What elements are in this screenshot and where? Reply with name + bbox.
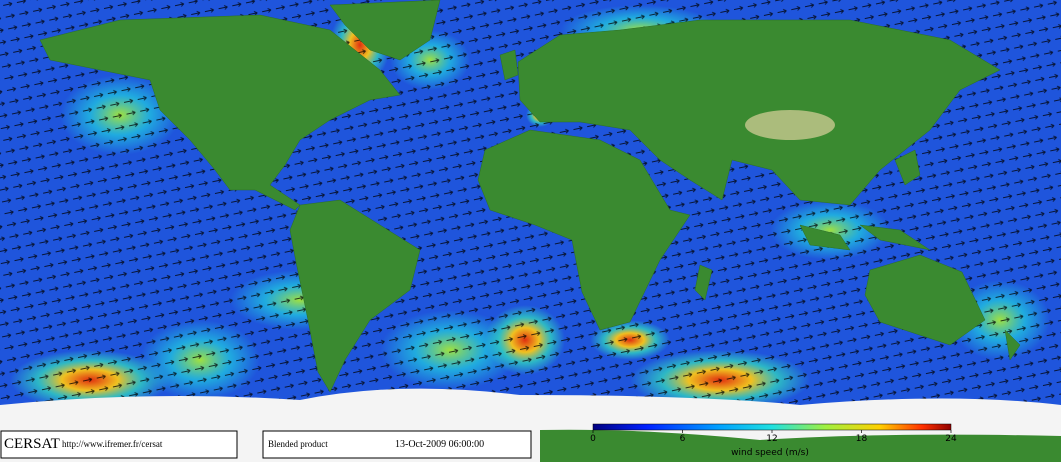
colorbar-label: wind speed (m/s) xyxy=(731,448,809,458)
colorbar-tick-label: 12 xyxy=(766,434,777,444)
info-box xyxy=(262,430,532,459)
url: http://www.ifremer.fr/cersat xyxy=(62,439,163,449)
footer-land xyxy=(540,429,1061,462)
colorbar-tick-label: 18 xyxy=(856,434,868,444)
colorbar-tick-label: 24 xyxy=(945,434,957,444)
timestamp: 13-Oct-2009 06:00:00 xyxy=(395,439,484,450)
colorbar-tick-label: 6 xyxy=(680,434,686,444)
colorbar-tick-label: 0 xyxy=(590,434,596,444)
antarctica xyxy=(0,388,1061,430)
logo-box xyxy=(0,430,238,459)
colorbar xyxy=(592,423,952,431)
product: Blended product xyxy=(268,439,328,449)
logo: CERSAT xyxy=(4,436,60,452)
plateau xyxy=(745,110,835,140)
land xyxy=(39,0,1021,393)
